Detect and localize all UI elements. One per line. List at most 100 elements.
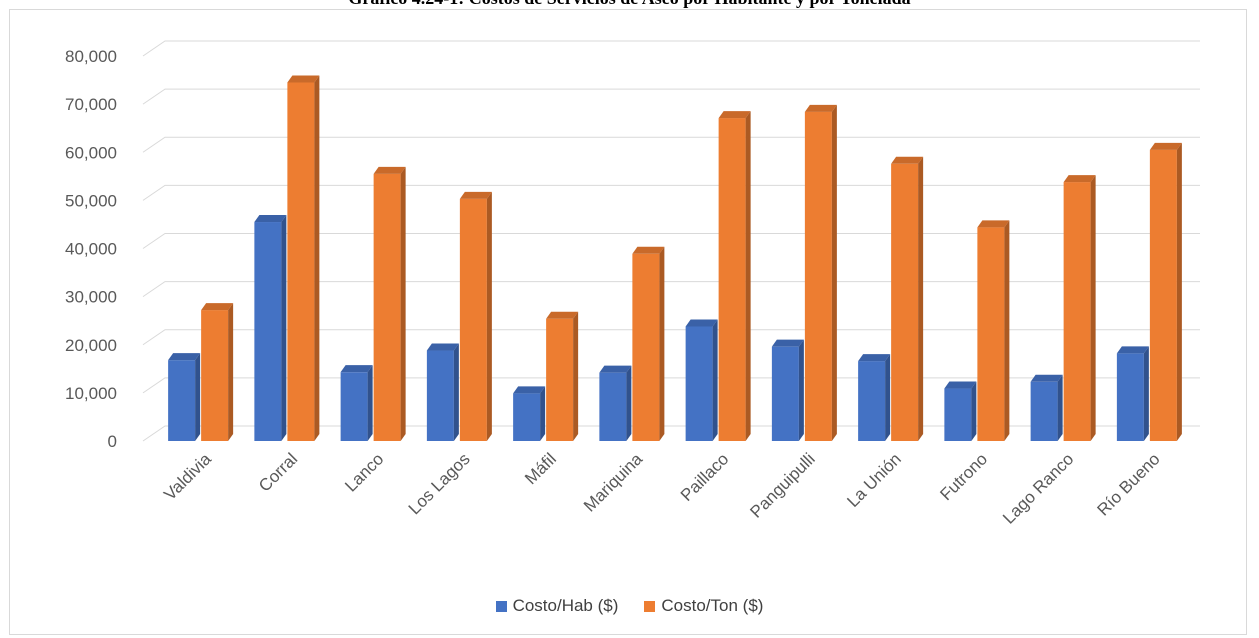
bar-front <box>373 173 401 441</box>
bar <box>373 166 406 441</box>
bar <box>459 191 492 441</box>
y-tick-label: 50,000 <box>65 191 117 210</box>
bar-side <box>453 343 459 441</box>
bar-top <box>168 353 201 361</box>
bar-front <box>977 227 1005 441</box>
bar-front <box>632 253 660 441</box>
bar-top <box>254 215 287 223</box>
bar-side <box>1090 175 1096 441</box>
bar-front <box>168 360 196 441</box>
bar-top <box>426 343 459 351</box>
bar-top <box>1116 346 1149 354</box>
bar <box>254 215 287 441</box>
x-tick-label: Los Lagos <box>405 449 474 518</box>
gridline <box>142 329 1200 346</box>
bar-front <box>513 393 541 441</box>
gridline <box>142 40 1200 57</box>
bar <box>944 381 977 441</box>
bar-top <box>944 381 977 389</box>
bar <box>804 104 837 441</box>
bar-top <box>685 319 718 327</box>
bar-side <box>540 386 546 441</box>
chart-frame <box>9 9 1247 635</box>
legend-item-costo-hab: Costo/Hab ($) <box>495 596 619 616</box>
legend-item-costo-ton: Costo/Ton ($) <box>644 596 763 616</box>
x-tick-label: Panguipulli <box>746 449 818 521</box>
gridline <box>142 233 1200 249</box>
bar-top <box>1149 142 1182 150</box>
legend-swatch-costo-ton <box>644 600 656 612</box>
bar-side <box>1004 220 1010 441</box>
bar-side <box>573 311 579 441</box>
x-tick-label: Futrono <box>936 449 991 504</box>
bar-front <box>1030 381 1058 441</box>
bar-top <box>201 303 234 311</box>
legend-label-costo-ton: Costo/Ton ($) <box>661 596 764 615</box>
bar <box>513 386 546 441</box>
bar-front <box>546 318 574 441</box>
bar-front <box>1063 182 1091 441</box>
gridline <box>142 88 1200 105</box>
bar <box>546 311 579 441</box>
legend-swatch-costo-hab <box>495 600 507 612</box>
gridline <box>142 425 1200 442</box>
bar-top <box>513 386 546 394</box>
bar <box>287 75 320 441</box>
bar-front <box>685 326 713 441</box>
bar-front <box>858 361 886 441</box>
bar-top <box>599 365 632 373</box>
chart-title: Gráfico 4.24-1: Costos de Servicios de A… <box>0 0 1259 9</box>
bar-side <box>486 191 492 441</box>
bar-side <box>626 365 632 441</box>
x-tick-label: Lanco <box>341 449 387 495</box>
legend: Costo/Hab ($) Costo/Ton ($) <box>0 596 1259 616</box>
bar-front <box>201 310 229 441</box>
y-tick-label: 0 <box>108 432 117 451</box>
bar <box>632 246 665 441</box>
bar-top <box>771 339 804 347</box>
bar <box>771 339 804 441</box>
x-tick-label: Mariquina <box>580 449 647 516</box>
y-tick-label: 80,000 <box>65 47 117 66</box>
bar-top <box>459 191 492 199</box>
bar <box>685 319 718 441</box>
bar-side <box>281 215 287 441</box>
bar-side <box>745 111 751 442</box>
bar-side <box>831 104 837 441</box>
x-tick-label: Paillaco <box>677 449 733 505</box>
bar-front <box>287 82 315 441</box>
legend-label-costo-hab: Costo/Hab ($) <box>512 596 619 615</box>
bar <box>977 220 1010 441</box>
bar-side <box>1176 142 1182 441</box>
bar-side <box>659 246 665 441</box>
bar-side <box>1057 374 1063 441</box>
bar-side <box>228 303 234 441</box>
x-tick-label: La Unión <box>843 449 905 511</box>
gridline <box>142 377 1200 394</box>
bar <box>718 111 751 442</box>
y-tick-label: 10,000 <box>65 384 117 403</box>
bar-top <box>1063 175 1096 183</box>
bar-top <box>1030 374 1063 382</box>
bar-top <box>891 156 924 164</box>
y-tick-label: 20,000 <box>65 336 117 355</box>
y-tick-label: 30,000 <box>65 288 117 307</box>
bar <box>340 365 373 441</box>
bar-front <box>459 198 487 441</box>
bar-front <box>1149 149 1177 441</box>
bar-front <box>426 350 454 441</box>
x-tick-label: Valdivia <box>160 449 215 504</box>
bar <box>1030 374 1063 441</box>
bar-front <box>718 118 746 442</box>
x-tick-label: Máfil <box>521 449 560 488</box>
bar-top <box>546 311 579 319</box>
bar <box>1063 175 1096 441</box>
x-tick-label: Río Bueno <box>1093 449 1163 519</box>
bar-front <box>1116 353 1144 441</box>
bar-side <box>400 166 406 441</box>
y-tick-label: 60,000 <box>65 143 117 162</box>
bar <box>1116 346 1149 441</box>
y-tick-label: 40,000 <box>65 240 117 259</box>
bar-front <box>599 372 627 441</box>
